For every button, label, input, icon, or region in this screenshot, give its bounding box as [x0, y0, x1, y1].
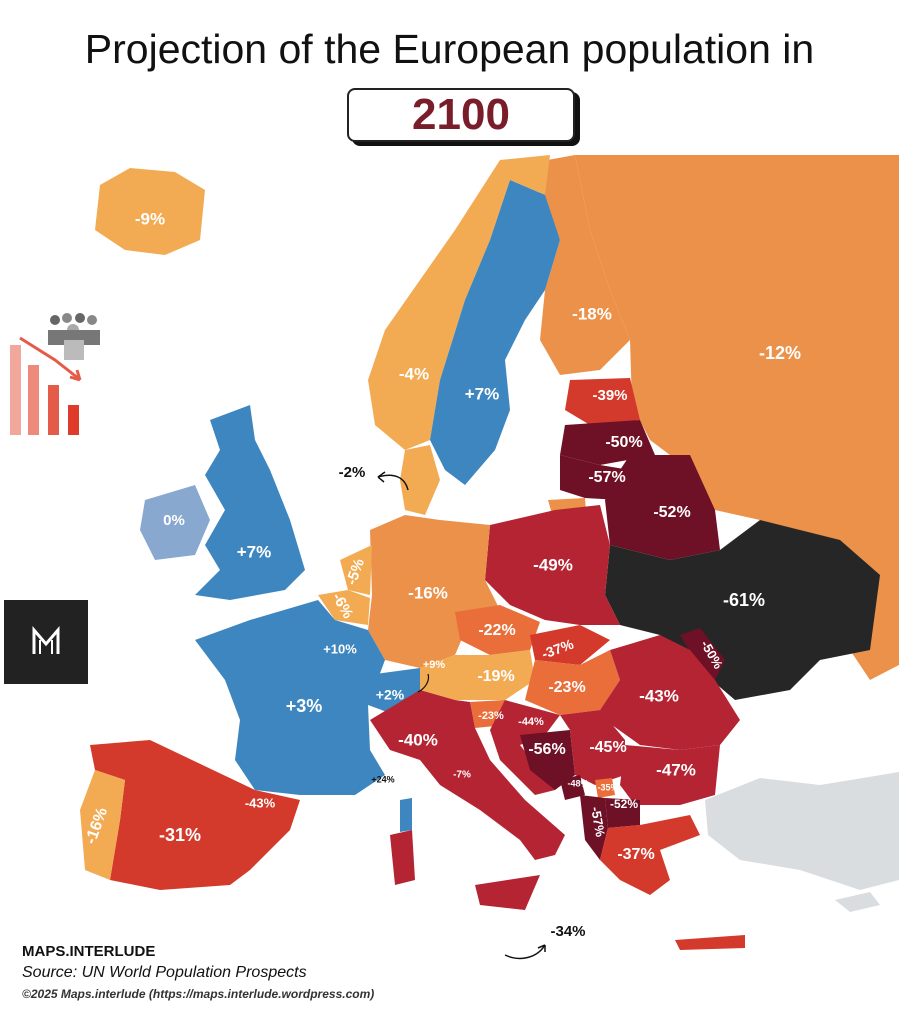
country-north-macedonia	[605, 798, 640, 828]
country-poland	[485, 505, 620, 625]
country-sweden	[430, 180, 560, 485]
country-france-corsica	[400, 798, 412, 832]
turkey-region	[705, 772, 899, 890]
country-germany	[368, 515, 500, 668]
country-moldova	[680, 628, 725, 680]
country-spain	[90, 740, 300, 890]
country-greece	[600, 815, 700, 895]
country-iceland	[95, 168, 205, 255]
country-kosovo	[595, 778, 615, 798]
label-romania: -43%	[639, 686, 679, 705]
label-denmark: -2%	[339, 464, 366, 481]
country-denmark	[400, 445, 440, 515]
label-albania: -57%	[588, 806, 608, 839]
year-box: 2100	[347, 88, 575, 142]
denmark-arrowhead	[377, 471, 386, 483]
label-norway: -4%	[399, 364, 429, 383]
label-czechia: -22%	[478, 622, 515, 639]
country-croatia	[490, 700, 560, 795]
label-italy: -40%	[398, 730, 438, 749]
liechtenstein-arrow	[417, 673, 430, 693]
year-label: 2100	[412, 90, 510, 139]
country-slovakia	[530, 625, 610, 665]
label-poland: -49%	[533, 555, 573, 574]
label-estonia: -39%	[592, 387, 627, 404]
country-belarus	[605, 455, 720, 560]
label-north-macedonia: -52%	[610, 797, 638, 811]
copyright-text: ©2025 Maps.interlude (https://maps.inter…	[22, 987, 375, 1001]
country-portugal	[80, 770, 125, 880]
country-italy-sicily	[475, 875, 540, 910]
denmark-arrow	[377, 474, 409, 491]
label-bulgaria: -47%	[656, 760, 696, 779]
country-france	[195, 600, 385, 795]
country-serbia	[560, 710, 625, 785]
label-germany: -16%	[408, 583, 448, 602]
label-montenegro: -48%	[567, 778, 588, 788]
country-norway	[368, 155, 550, 450]
label-finland: -18%	[572, 304, 612, 323]
country-finland	[520, 155, 630, 375]
label-spain: -31%	[159, 825, 201, 845]
country-ukraine	[605, 520, 880, 700]
country-ireland	[140, 485, 210, 560]
label-france: +3%	[286, 696, 323, 716]
label-kosovo: -35%	[597, 782, 618, 792]
logo-box	[4, 600, 88, 684]
country-hungary	[525, 650, 620, 715]
country-czechia	[455, 605, 540, 655]
label-ukraine: -61%	[723, 590, 765, 610]
label-malta: -34%	[550, 923, 585, 940]
label-belarus: -52%	[653, 504, 690, 521]
country-italy-sardinia	[390, 830, 415, 885]
country-latvia	[560, 420, 655, 465]
label-san-marino: -7%	[453, 770, 471, 781]
malta-arrow	[504, 944, 546, 960]
m-logo-icon	[32, 625, 60, 654]
country-greece-crete	[675, 935, 745, 950]
label-ireland: 0%	[163, 512, 185, 529]
country-uk	[195, 405, 305, 600]
country-montenegro	[560, 775, 585, 800]
label-russia: -12%	[759, 343, 801, 363]
label-luxembourg: +10%	[323, 641, 357, 656]
population-decline-icon	[10, 313, 100, 435]
source-text: Source: UN World Population Prospects	[22, 964, 307, 981]
country-italy	[370, 690, 565, 860]
label-bosnia: -56%	[528, 741, 565, 758]
map-title: Projection of the European population in	[84, 26, 815, 72]
country-netherlands	[340, 545, 372, 595]
brand-name: MAPS.INTERLUDE	[22, 943, 156, 960]
label-latvia: -50%	[605, 434, 642, 451]
label-liechtenstein: +9%	[423, 659, 446, 671]
label-lithuania: -57%	[588, 469, 625, 486]
label-switzerland: +2%	[376, 687, 405, 703]
label-hungary: -23%	[548, 679, 585, 696]
malta-arrowhead	[537, 944, 546, 952]
country-bosnia	[520, 730, 575, 790]
country-belgium	[318, 590, 370, 625]
cyprus-region	[835, 892, 880, 912]
label-iceland: -9%	[135, 209, 165, 228]
label-monaco: +24%	[371, 774, 394, 784]
label-greece: -37%	[617, 846, 654, 863]
country-romania	[600, 635, 740, 750]
country-austria	[420, 650, 535, 700]
label-croatia: -44%	[518, 716, 544, 728]
label-slovenia: -23%	[478, 710, 504, 722]
label-uk: +7%	[237, 542, 272, 561]
label-serbia: -45%	[589, 739, 626, 756]
country-estonia	[565, 378, 640, 425]
country-bulgaria	[620, 745, 720, 805]
country-albania	[580, 795, 608, 860]
label-andorra: -43%	[245, 795, 276, 810]
label-austria: -19%	[477, 668, 514, 685]
label-sweden: +7%	[465, 384, 500, 403]
